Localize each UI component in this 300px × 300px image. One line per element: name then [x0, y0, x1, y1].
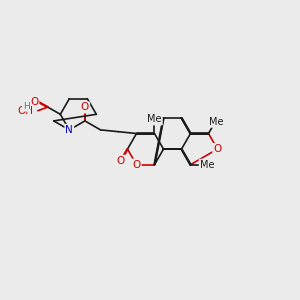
- Text: N: N: [65, 125, 73, 135]
- Text: H: H: [23, 102, 30, 111]
- Text: O: O: [30, 97, 38, 107]
- Text: OH: OH: [17, 106, 33, 116]
- Text: Me: Me: [200, 160, 214, 170]
- Text: O: O: [81, 102, 89, 112]
- Text: O: O: [213, 144, 222, 154]
- Text: O: O: [117, 156, 125, 166]
- Text: O: O: [132, 160, 141, 170]
- Text: Me: Me: [209, 117, 224, 127]
- Text: Me: Me: [147, 114, 162, 124]
